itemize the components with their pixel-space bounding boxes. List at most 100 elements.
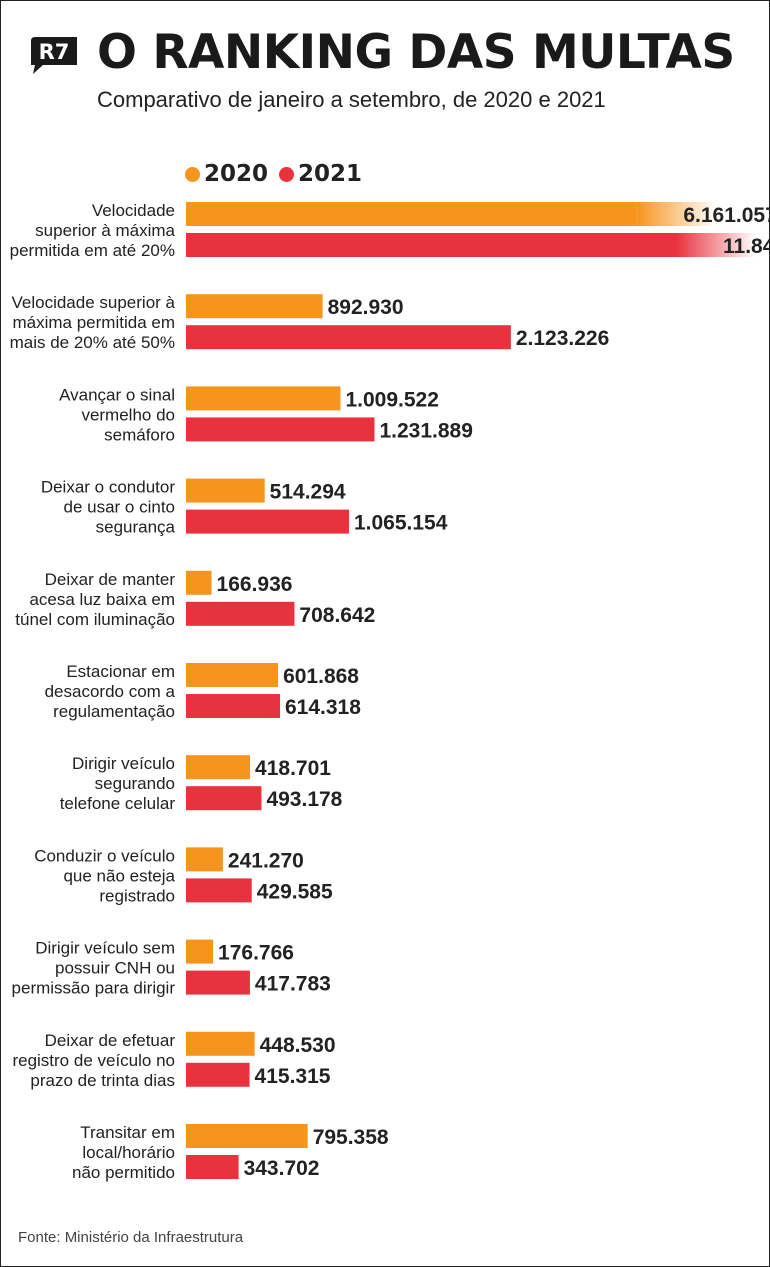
category-label-line: possuir CNH ou: [55, 959, 175, 978]
category-label: Avançar o sinal vermelho do semáforo: [59, 385, 175, 444]
data-label-2020: 418.701: [255, 757, 331, 780]
bar-2020: [186, 202, 637, 226]
bar-2021: [186, 601, 295, 626]
bar-2020: [186, 478, 265, 503]
category-label-line: túnel com iluminação: [15, 610, 175, 629]
bar-2020: [186, 1124, 308, 1148]
legend-label-2021: 2021: [298, 161, 363, 187]
source-note: Fonte: Ministério da Infraestrutura: [18, 1229, 244, 1246]
category-label-line: segurança: [96, 518, 176, 537]
bar-2021: [186, 1062, 250, 1087]
category-label-line: local/horário: [82, 1143, 175, 1162]
bar-2020: [186, 570, 212, 595]
data-label-2021: 343.702: [244, 1157, 320, 1180]
category-label-line: prazo de trinta dias: [30, 1071, 175, 1090]
category-label-line: superior à máxima: [35, 221, 175, 240]
legend-label-2020: 2020: [204, 161, 269, 187]
category-label-line: Estacionar em: [66, 662, 175, 681]
data-label-2021: 493.178: [266, 788, 342, 811]
category-label-line: acesa luz baixa em: [29, 590, 175, 609]
legend-item-2021: 2021: [279, 159, 362, 189]
category-label-line: Deixar de manter: [45, 570, 176, 589]
category-label-line: Deixar o condutor: [41, 478, 176, 497]
data-label-2021: 11.841.892: [723, 235, 769, 258]
category-label: Dirigir veículo sem possuir CNH ou permiss…: [12, 939, 176, 998]
data-label-2020: 1.009.522: [345, 388, 438, 411]
category-label-line: não permitido: [72, 1163, 175, 1182]
category-label: Velocidade superior à máxima permitida em…: [10, 293, 176, 352]
data-label-2021: 614.318: [285, 696, 361, 719]
category-label-line: que não esteja: [63, 866, 175, 885]
bar-2021: [186, 970, 250, 995]
bar-2020: [186, 663, 279, 687]
category-label-line: semáforo: [104, 425, 175, 444]
bar-2021: [186, 233, 676, 257]
data-label-2021: 415.315: [255, 1065, 331, 1088]
category-label-line: Velocidade superior à: [11, 293, 175, 312]
data-label-2021: 708.642: [299, 604, 375, 627]
category-label-line: regulamentação: [53, 702, 175, 721]
bar-fade-2020: [636, 202, 717, 226]
data-label-2021: 429.585: [257, 880, 333, 903]
legend-item-2020: 2020: [185, 159, 268, 189]
category-label-line: Velocidade: [92, 201, 175, 220]
bars-layer: Velocidade superior à máxima permitida em …: [10, 201, 769, 1182]
legend-swatch-2021: [279, 166, 294, 182]
bar-2020: [186, 386, 341, 411]
category-label: Transitar em local/horário não permitido: [72, 1123, 175, 1182]
bar-2020: [186, 847, 223, 872]
category-label-line: Conduzir o veículo: [34, 846, 175, 865]
data-label-2021: 417.783: [255, 973, 331, 996]
category-label-line: Dirigir veículo: [72, 754, 175, 773]
data-label-2020: 892.930: [328, 296, 404, 319]
category-label: Deixar de manter acesa luz baixa em túnel …: [15, 570, 175, 629]
category-label-line: Avançar o sinal: [59, 385, 175, 404]
category-label-line: mais de 20% até 50%: [10, 333, 175, 352]
data-label-2021: 1.065.154: [354, 512, 448, 535]
data-label-2020: 601.868: [283, 665, 359, 688]
data-label-2020: 448.530: [260, 1034, 336, 1057]
r7-logo-text: R7: [39, 40, 70, 64]
bar-2020: [186, 939, 214, 964]
category-label-line: Transitar em: [80, 1123, 175, 1142]
data-label-2020: 166.936: [217, 573, 293, 596]
data-label-2020: 795.358: [313, 1126, 389, 1149]
bar-2021: [186, 509, 349, 534]
r7-logo-badge: [31, 37, 77, 74]
category-label-line: vermelho do: [81, 405, 175, 424]
category-label: Velocidade superior à máxima permitida em …: [10, 201, 176, 260]
data-label-2021: 1.231.889: [379, 419, 472, 442]
category-label-line: registro de veículo no: [12, 1051, 175, 1070]
r7-logo: R7: [31, 37, 77, 74]
data-label-2020: 6.161.057: [683, 204, 769, 227]
category-label-line: Deixar de efetuar: [45, 1031, 176, 1050]
bar-2020: [186, 755, 251, 780]
page-subtitle: Comparativo de janeiro a setembro, de 20…: [97, 87, 606, 112]
category-label: Estacionar em desacordo com a regulamentaç…: [45, 662, 176, 721]
category-label: Conduzir o veículo que não esteja registra…: [34, 846, 175, 905]
bar-2020: [186, 1031, 255, 1056]
category-label-line: permitida em até 20%: [10, 241, 175, 260]
category-label-line: telefone celular: [60, 794, 176, 813]
category-label-line: Dirigir veículo sem: [35, 939, 175, 958]
category-label-line: desacordo com a: [45, 682, 176, 701]
data-label-2021: 2.123.226: [516, 327, 609, 350]
bar-2020: [186, 294, 323, 319]
category-label-line: permissão para dirigir: [12, 979, 176, 998]
category-label-line: registrado: [99, 886, 175, 905]
bar-2021: [186, 325, 511, 350]
category-label-line: de usar o cinto: [63, 498, 175, 517]
category-label: Deixar de efetuar registro de veículo no p…: [12, 1031, 175, 1090]
legend-swatch-2020: [185, 166, 200, 182]
bar-2021: [186, 786, 262, 811]
category-label-line: segurando: [95, 774, 175, 793]
bar-2021: [186, 878, 252, 903]
data-label-2020: 241.270: [228, 849, 304, 872]
bar-2021: [186, 417, 375, 442]
bar-fade-2021: [676, 233, 756, 257]
category-label: Dirigir veículo segurando telefone celular: [60, 754, 176, 813]
bar-2021: [186, 694, 280, 718]
category-label: Deixar o condutor de usar o cinto seguranç…: [41, 478, 176, 537]
